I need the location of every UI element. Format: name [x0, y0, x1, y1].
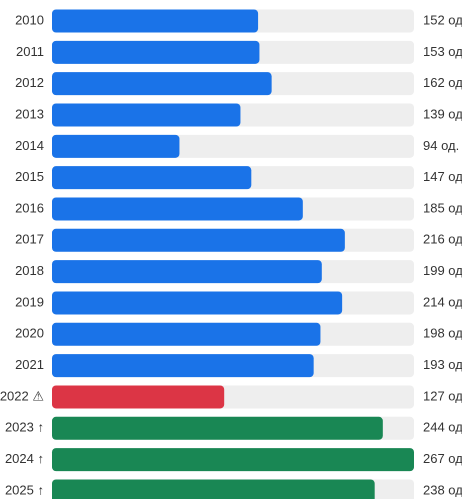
category-label: 2017	[15, 232, 44, 247]
value-label: 198 од.	[423, 326, 462, 341]
value-label: 244 од.	[423, 420, 462, 435]
value-label: 162 од.	[423, 75, 462, 90]
category-label: 2024 ↑	[5, 451, 44, 466]
bar	[52, 448, 414, 472]
bar	[52, 228, 345, 252]
bar	[52, 291, 343, 315]
value-label: 238 од.	[423, 482, 462, 497]
value-label: 193 од.	[423, 357, 462, 372]
category-label: 2025 ↑	[5, 482, 44, 497]
category-label: 2019	[15, 294, 44, 309]
bar	[52, 9, 259, 33]
value-label: 152 од.	[423, 12, 462, 27]
bar	[52, 166, 252, 190]
category-label: 2021	[15, 357, 44, 372]
bar	[52, 385, 225, 409]
value-label: 94 од.	[423, 138, 459, 153]
bar	[52, 479, 375, 499]
bar	[52, 103, 241, 127]
category-label: 2022 ⚠	[0, 388, 44, 403]
category-label: 2012	[15, 75, 44, 90]
value-label: 214 од.	[423, 294, 462, 309]
category-label: 2023 ↑	[5, 420, 44, 435]
category-label: 2013	[15, 106, 44, 121]
bar	[52, 260, 322, 284]
value-label: 127 од.	[423, 388, 462, 403]
category-label: 2016	[15, 200, 44, 215]
bar	[52, 40, 260, 64]
value-label: 147 од.	[423, 169, 462, 184]
value-label: 199 од.	[423, 263, 462, 278]
bar	[52, 72, 272, 96]
value-label: 139 од.	[423, 106, 462, 121]
category-label: 2014	[15, 138, 44, 153]
category-label: 2011	[16, 44, 44, 59]
value-label: 153 од.	[423, 44, 462, 59]
bar	[52, 416, 383, 440]
category-label: 2015	[15, 169, 44, 184]
category-label: 2020	[15, 326, 44, 341]
category-label: 2010	[15, 12, 44, 27]
value-label: 185 од.	[423, 200, 462, 215]
category-label: 2018	[15, 263, 44, 278]
bar	[52, 354, 314, 378]
value-label: 216 од.	[423, 232, 462, 247]
value-label: 267 од.	[423, 451, 462, 466]
bar	[52, 322, 321, 346]
bar	[52, 134, 180, 158]
bar	[52, 197, 303, 221]
